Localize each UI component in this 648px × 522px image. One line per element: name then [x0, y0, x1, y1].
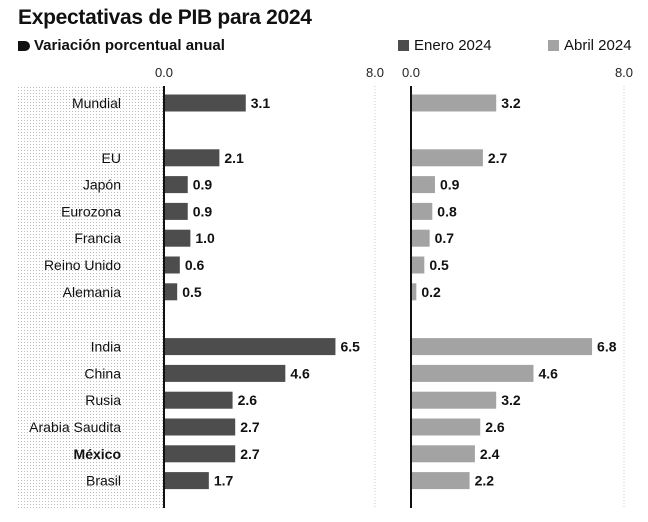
bar-abril-brasil	[411, 472, 470, 490]
bar-enero-eu	[164, 149, 220, 167]
value-label-abril-arabia-saudita: 2.6	[485, 419, 505, 435]
value-label-abril-eurozona: 0.8	[437, 203, 457, 219]
bar-enero-china	[164, 364, 286, 382]
label-area-background	[18, 86, 164, 508]
bar-abril-india	[411, 338, 593, 356]
bar-enero-alemania	[164, 283, 178, 301]
category-label-china: China	[84, 365, 121, 381]
bar-enero-brasil	[164, 472, 209, 490]
legend-item-abril: Abril 2024	[548, 37, 632, 54]
bar-abril-rusia	[411, 391, 497, 409]
value-label-enero-francia: 1.0	[195, 230, 215, 246]
bar-enero-arabia-saudita	[164, 418, 236, 436]
bar-abril-alemania	[411, 283, 417, 301]
category-label-brasil: Brasil	[86, 473, 121, 489]
bar-enero-rusia	[164, 391, 233, 409]
value-label-enero-eu: 2.1	[224, 150, 244, 166]
bar-enero-india	[164, 338, 336, 356]
category-label-japon: Japón	[83, 177, 121, 193]
legend-label-abril: Abril 2024	[564, 37, 632, 54]
bar-abril-china	[411, 364, 534, 382]
value-label-enero-india: 6.5	[340, 339, 360, 355]
value-label-abril-japon: 0.9	[440, 177, 460, 193]
category-label-mexico: México	[74, 446, 121, 462]
value-label-enero-rusia: 2.6	[238, 392, 258, 408]
bar-enero-eurozona	[164, 202, 188, 220]
legend-item-enero: Enero 2024	[398, 37, 492, 54]
chart-title: Expectativas de PIB para 2024	[18, 6, 312, 29]
category-label-alemania: Alemania	[63, 284, 122, 300]
tick-label-enero-0: 0.0	[155, 65, 173, 80]
bar-abril-eurozona	[411, 202, 433, 220]
value-label-abril-china: 4.6	[538, 365, 558, 381]
category-label-india: India	[91, 339, 122, 355]
value-label-enero-china: 4.6	[290, 365, 310, 381]
chart-subtitle: Variación porcentual anual	[34, 37, 225, 54]
bar-enero-japon	[164, 176, 188, 194]
value-label-abril-alemania: 0.2	[421, 284, 441, 300]
bar-enero-mexico	[164, 445, 236, 463]
legend-label-enero: Enero 2024	[414, 37, 492, 54]
bar-abril-reino-unido	[411, 256, 425, 274]
bar-enero-reino-unido	[164, 256, 180, 274]
value-label-enero-alemania: 0.5	[182, 284, 202, 300]
value-label-abril-mundial: 3.2	[501, 95, 521, 111]
tick-label-abril-1: 8.0	[615, 65, 633, 80]
legend-swatch-abril	[548, 40, 559, 51]
value-label-enero-mundial: 3.1	[251, 95, 271, 111]
tick-label-abril-0: 0.0	[402, 65, 420, 80]
legend-swatch-enero	[398, 40, 409, 51]
category-label-eurozona: Eurozona	[61, 203, 121, 219]
value-label-enero-reino-unido: 0.6	[185, 257, 205, 273]
value-label-abril-india: 6.8	[597, 339, 617, 355]
bar-abril-francia	[411, 229, 430, 247]
category-label-mundial: Mundial	[72, 95, 121, 111]
value-label-enero-brasil: 1.7	[214, 473, 234, 489]
category-label-francia: Francia	[74, 230, 121, 246]
value-label-enero-mexico: 2.7	[240, 446, 260, 462]
category-label-eu: EU	[102, 150, 121, 166]
value-label-abril-eu: 2.7	[488, 150, 508, 166]
bar-enero-francia	[164, 229, 191, 247]
value-label-enero-arabia-saudita: 2.7	[240, 419, 260, 435]
value-label-abril-francia: 0.7	[435, 230, 455, 246]
category-label-rusia: Rusia	[85, 392, 121, 408]
bar-abril-japon	[411, 176, 435, 194]
value-label-enero-japon: 0.9	[193, 177, 213, 193]
category-label-reino-unido: Reino Unido	[44, 257, 121, 273]
bar-abril-mundial	[411, 94, 497, 112]
bar-enero-mundial	[164, 94, 246, 112]
subtitle-marker-icon	[18, 41, 30, 51]
value-label-abril-brasil: 2.2	[475, 473, 495, 489]
bar-abril-arabia-saudita	[411, 418, 481, 436]
tick-label-enero-1: 8.0	[366, 65, 384, 80]
bar-abril-eu	[411, 149, 483, 167]
value-label-abril-mexico: 2.4	[480, 446, 500, 462]
bar-abril-mexico	[411, 445, 475, 463]
value-label-abril-rusia: 3.2	[501, 392, 521, 408]
value-label-abril-reino-unido: 0.5	[429, 257, 449, 273]
value-label-enero-eurozona: 0.9	[193, 203, 213, 219]
category-label-arabia-saudita: Arabia Saudita	[29, 419, 121, 435]
